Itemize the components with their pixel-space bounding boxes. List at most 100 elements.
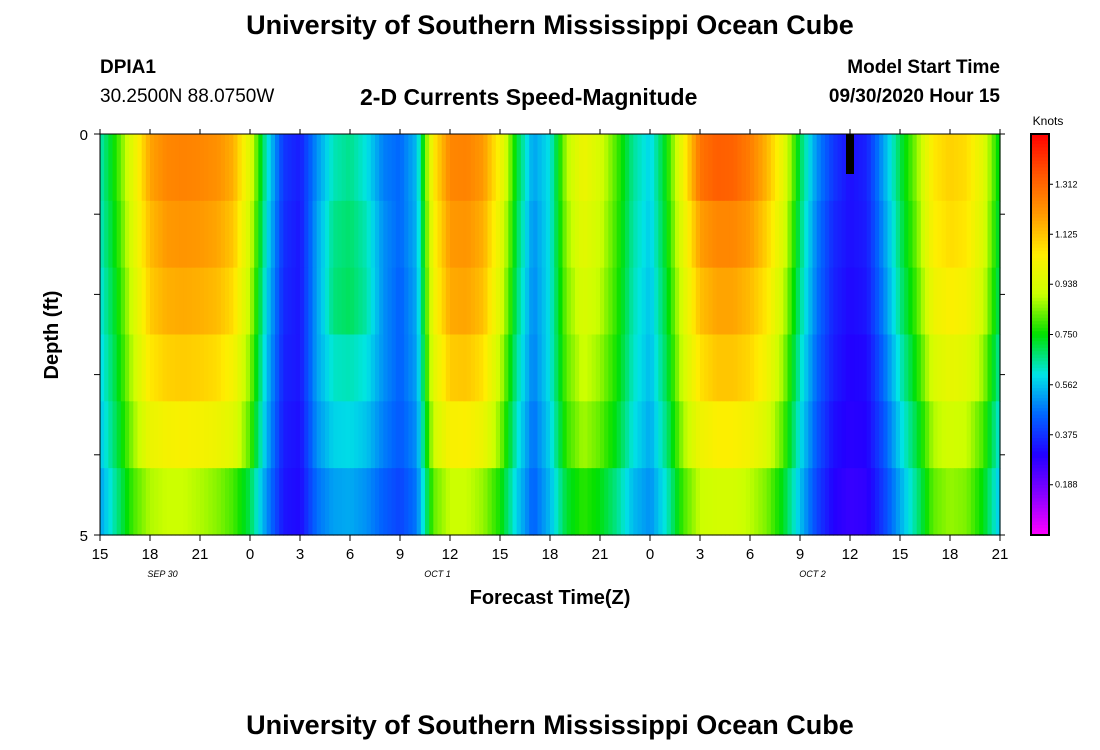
heatmap-cell — [487, 134, 493, 202]
heatmap-cell — [525, 200, 530, 269]
heatmap-cell — [912, 267, 918, 336]
colorbar-segment — [1031, 170, 1049, 175]
heatmap-cell — [162, 134, 168, 202]
heatmap-cell — [400, 334, 405, 402]
heatmap-cell — [650, 468, 655, 536]
heatmap-cell — [654, 401, 659, 469]
heatmap-cell — [783, 134, 789, 202]
heatmap-cell — [575, 267, 580, 336]
heatmap-cell — [995, 134, 1001, 202]
heatmap-cell — [700, 200, 705, 269]
heatmap-cell — [729, 468, 734, 536]
heatmap-cell — [291, 267, 297, 336]
heatmap-cell — [745, 200, 751, 269]
heatmap-cell — [366, 134, 372, 202]
heatmap-cell — [295, 200, 301, 269]
heatmap-cell — [350, 134, 355, 202]
heatmap-cell — [645, 267, 651, 336]
heatmap-cell — [416, 200, 422, 269]
heatmap-cell — [641, 134, 647, 202]
heatmap-cell — [650, 401, 655, 469]
heatmap-cell — [620, 267, 626, 336]
heatmap-cell — [129, 200, 134, 269]
heatmap-cell — [591, 401, 597, 469]
heatmap-cell — [125, 334, 130, 402]
heatmap-cell — [620, 134, 626, 202]
colorbar-segment — [1031, 144, 1049, 148]
colorbar-segment — [1031, 351, 1049, 356]
heatmap-cell — [625, 401, 630, 469]
heatmap-cell — [366, 401, 372, 469]
colorbar-segment — [1031, 411, 1049, 416]
colorbar-segment — [1031, 254, 1049, 259]
heatmap-cell — [258, 200, 264, 269]
colorbar-segment — [1031, 511, 1049, 516]
heatmap-cell — [358, 134, 364, 202]
heatmap-cell — [420, 267, 426, 336]
heatmap-cell — [545, 134, 551, 202]
heatmap-cell — [695, 134, 701, 202]
heatmap-cell — [279, 401, 284, 469]
x-tick-label: 21 — [592, 546, 609, 563]
heatmap-cell — [170, 200, 176, 269]
heatmap-cell — [975, 334, 980, 402]
heatmap-cell — [391, 267, 397, 336]
heatmap-cell — [679, 468, 684, 536]
colorbar-segment — [1031, 521, 1049, 526]
heatmap-cell — [220, 401, 226, 469]
heatmap-cell — [708, 468, 714, 536]
heatmap-cell — [629, 468, 634, 536]
heatmap-cell — [920, 468, 926, 536]
colorbar-segment — [1031, 160, 1049, 165]
heatmap-cell — [758, 267, 764, 336]
heatmap-cell — [945, 134, 951, 202]
heatmap-cell — [950, 267, 955, 336]
heatmap-cell — [375, 401, 380, 469]
heatmap-cell — [812, 200, 818, 269]
y-axis-label: Depth (ft) — [41, 291, 63, 380]
heatmap-cell — [350, 334, 355, 402]
heatmap-cell — [254, 401, 259, 469]
heatmap-cell — [604, 134, 609, 202]
colorbar-segment — [1031, 197, 1049, 202]
heatmap-cell — [775, 468, 780, 536]
heatmap-cell — [466, 334, 472, 402]
heatmap-cell — [175, 134, 180, 202]
heatmap-cell — [129, 134, 134, 202]
heatmap-cell — [120, 334, 126, 402]
heatmap-cell — [258, 468, 264, 536]
heatmap-cell — [745, 134, 751, 202]
heatmap-cell — [758, 134, 764, 202]
heatmap-cell — [704, 134, 709, 202]
colorbar-segment — [1031, 281, 1049, 285]
heatmap-cell — [112, 401, 118, 469]
heatmap-cell — [458, 267, 464, 336]
heatmap-cell — [608, 267, 614, 336]
heatmap-cell — [291, 401, 297, 469]
heatmap-cell — [754, 468, 759, 536]
heatmap-cell — [116, 267, 122, 336]
heatmap-cell — [295, 468, 301, 536]
heatmap-cell — [775, 200, 780, 269]
heatmap-cell — [687, 468, 693, 536]
heatmap-cell — [216, 134, 222, 202]
heatmap-cell — [104, 200, 109, 269]
heatmap-cell — [783, 468, 789, 536]
heatmap-cell — [508, 267, 514, 336]
heatmap-cell — [145, 267, 151, 336]
heatmap-cell — [116, 334, 122, 402]
heatmap-cell — [679, 401, 684, 469]
colorbar-segment — [1031, 137, 1049, 142]
x-tick-label: 12 — [842, 546, 859, 563]
heatmap-cell — [116, 401, 122, 469]
heatmap-cell — [904, 468, 909, 536]
heatmap-cell — [529, 134, 534, 202]
heatmap-cell — [308, 401, 314, 469]
heatmap-cell — [525, 401, 530, 469]
heatmap-cell — [425, 468, 430, 536]
heatmap-cell — [262, 468, 268, 536]
colorbar-segment — [1031, 528, 1049, 533]
heatmap-cell — [879, 334, 884, 402]
heatmap-cell — [829, 334, 834, 402]
heatmap-cell — [966, 334, 972, 402]
